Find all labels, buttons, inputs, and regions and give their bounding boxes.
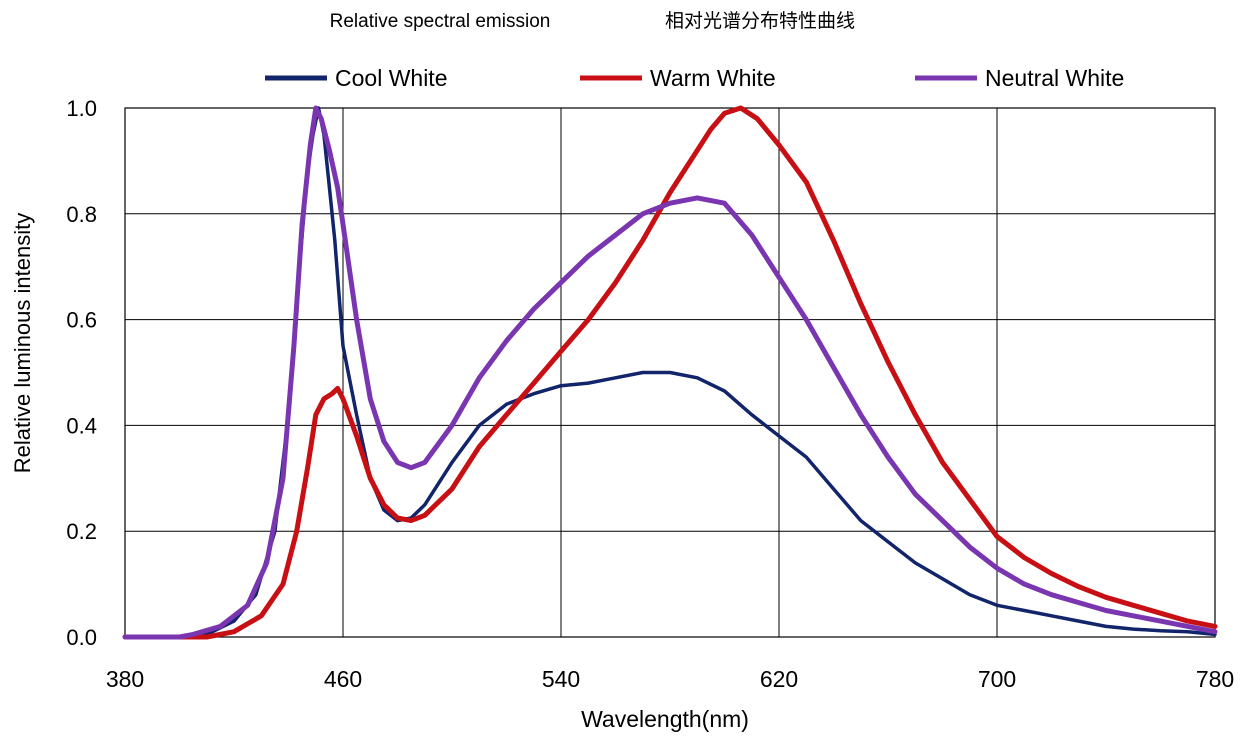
y-tick-label: 0.2: [66, 519, 97, 544]
series-line-neutral-white: [122, 105, 1218, 640]
x-tick-label: 620: [760, 666, 798, 692]
legend-label: Warm White: [650, 65, 776, 91]
legend: Cool White Warm White Neutral White: [265, 65, 1124, 91]
legend-item-warm-white: Warm White: [580, 65, 776, 91]
y-tick-label: 0.4: [66, 413, 97, 438]
x-tick-labels: 380 460 540 620 700 780: [106, 666, 1234, 692]
legend-label: Neutral White: [985, 65, 1124, 91]
x-tick-label: 380: [106, 666, 144, 692]
y-tick-label: 0.6: [66, 308, 97, 333]
legend-label: Cool White: [335, 65, 447, 91]
y-axis-label: Relative luminous intensity: [10, 213, 35, 473]
y-tick-label: 0.0: [66, 625, 97, 650]
chart-subtitle: 相对光谱分布特性曲线: [665, 10, 855, 32]
legend-item-neutral-white: Neutral White: [915, 65, 1124, 91]
x-axis-label: Wavelength(nm): [581, 706, 749, 732]
x-tick-label: 700: [978, 666, 1016, 692]
x-tick-label: 780: [1196, 666, 1234, 692]
series-line-warm-white: [122, 105, 1218, 640]
y-tick-label: 0.8: [66, 202, 97, 227]
x-tick-label: 540: [542, 666, 580, 692]
legend-item-cool-white: Cool White: [265, 65, 447, 91]
series-layer: [122, 105, 1218, 640]
chart-title: Relative spectral emission: [330, 11, 551, 32]
y-tick-labels: 0.0 0.2 0.4 0.6 0.8 1.0: [66, 96, 97, 650]
y-tick-label: 1.0: [66, 96, 97, 121]
gridlines: [125, 108, 1215, 637]
x-tick-label: 460: [324, 666, 362, 692]
